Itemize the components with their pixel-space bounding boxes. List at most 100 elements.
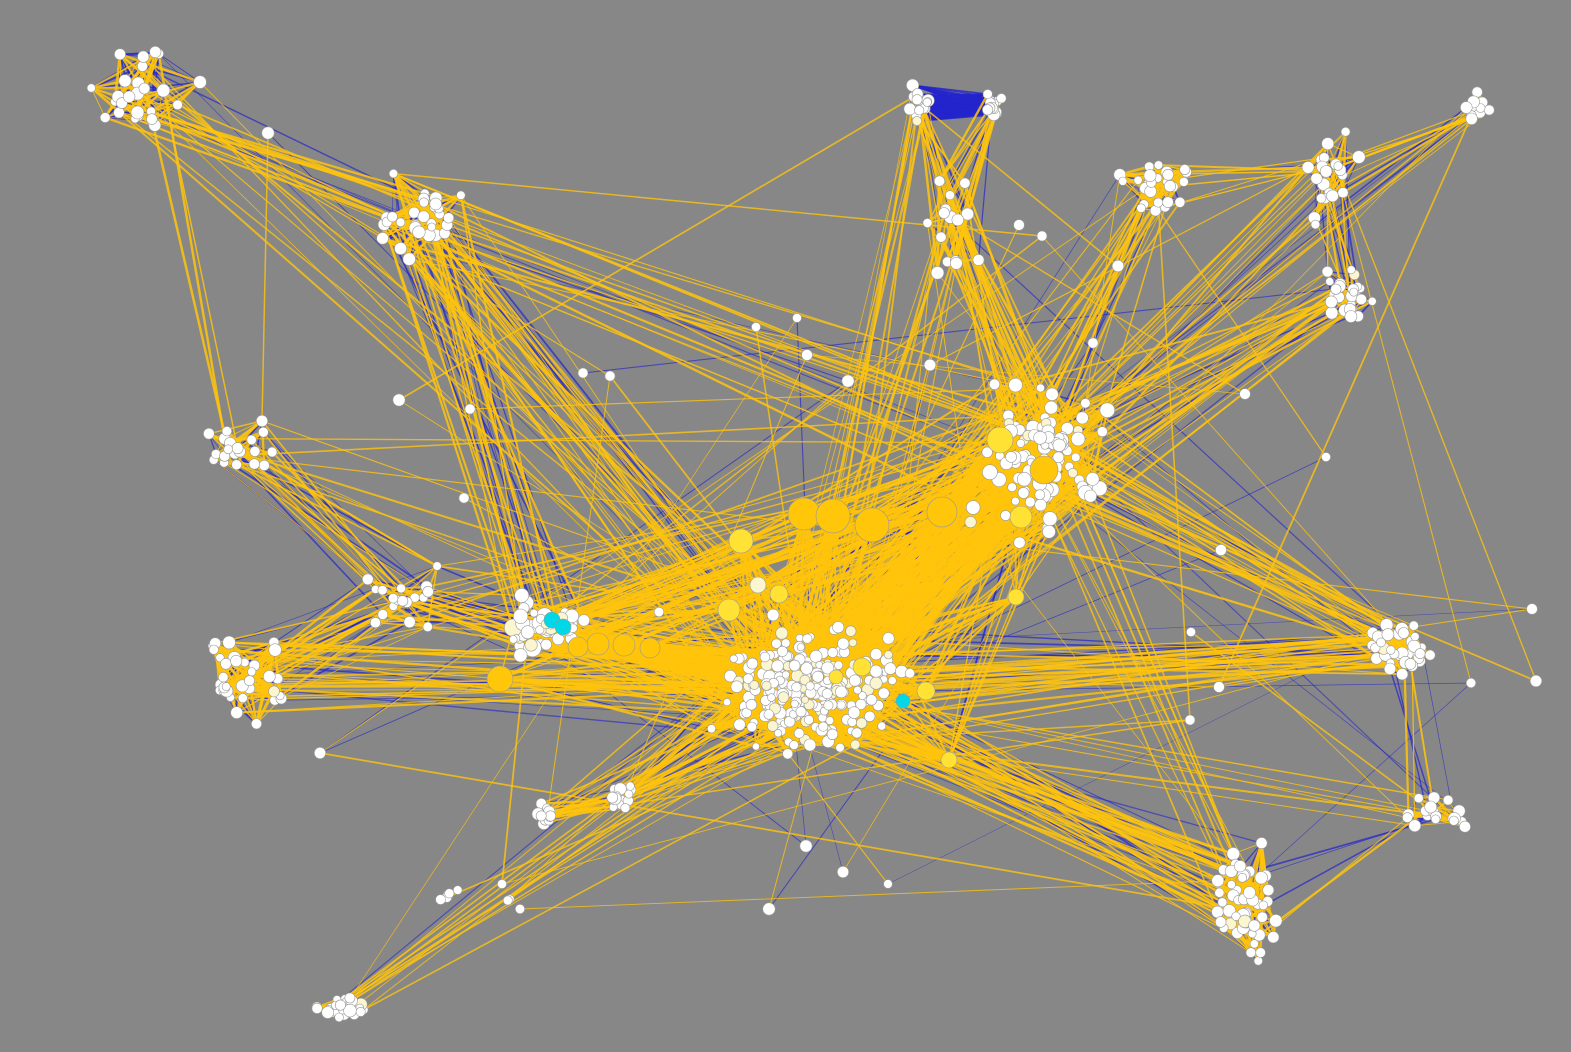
graph-node[interactable] [1052,451,1065,464]
graph-node[interactable] [1376,637,1386,648]
graph-node[interactable] [821,661,835,675]
graph-node[interactable] [1529,674,1543,688]
graph-node[interactable] [801,349,813,361]
graph-node[interactable] [402,252,416,266]
graph-node[interactable] [396,583,406,594]
graph-node[interactable] [453,885,463,895]
graph-node[interactable] [823,700,834,711]
graph-node[interactable] [502,895,513,906]
graph-node[interactable] [1269,914,1283,928]
graph-hub-node[interactable] [854,507,890,543]
graph-node[interactable] [835,685,848,699]
graph-node[interactable] [884,662,897,675]
graph-node[interactable] [266,446,278,458]
graph-node[interactable] [773,729,783,738]
graph-node[interactable] [964,516,977,529]
graph-node[interactable] [729,654,738,663]
graph-node[interactable] [903,102,916,116]
graph-node[interactable] [1258,900,1269,910]
graph-node[interactable] [1408,620,1419,631]
graph-node[interactable] [848,674,861,687]
graph-node[interactable] [513,648,528,663]
graph-node[interactable] [752,742,760,751]
graph-hub-node[interactable] [940,751,958,769]
graph-node[interactable] [1016,472,1032,487]
graph-node[interactable] [848,638,857,647]
graph-node[interactable] [422,621,433,632]
graph-node[interactable] [1367,296,1377,306]
graph-node[interactable] [149,45,162,58]
graph-node[interactable] [624,789,634,799]
graph-node[interactable] [520,625,535,640]
graph-node[interactable] [604,370,616,382]
graph-node[interactable] [1017,487,1030,499]
graph-hub-node[interactable] [1029,455,1059,485]
graph-node[interactable] [847,717,858,727]
graph-hub-node[interactable] [1007,588,1025,606]
graph-node[interactable] [1044,400,1058,415]
graph-node[interactable] [771,638,782,649]
graph-node[interactable] [268,685,280,698]
graph-hub-node[interactable] [728,528,754,554]
graph-node[interactable] [749,680,760,690]
graph-node[interactable] [1143,169,1157,182]
graph-node[interactable] [1184,714,1196,726]
cyan-node-2[interactable] [554,618,572,636]
graph-node[interactable] [961,207,974,221]
graph-node[interactable] [369,617,381,629]
graph-node[interactable] [1133,175,1143,185]
graph-node[interactable] [1352,150,1366,164]
graph-node[interactable] [397,595,409,607]
graph-node[interactable] [1033,430,1047,445]
graph-hub-node[interactable] [926,496,958,528]
graph-node[interactable] [422,585,434,598]
graph-node[interactable] [724,669,737,683]
graph-node[interactable] [835,742,845,753]
graph-node[interactable] [781,670,790,679]
graph-node[interactable] [1346,265,1356,275]
graph-node[interactable] [137,50,150,63]
graph-node[interactable] [767,693,776,702]
graph-node[interactable] [386,211,398,223]
graph-node[interactable] [922,218,933,228]
graph-node[interactable] [904,668,916,679]
graph-node[interactable] [247,667,257,677]
graph-node[interactable] [1337,187,1349,199]
graph-hub-node[interactable] [787,497,821,531]
graph-node[interactable] [1118,176,1128,186]
graph-node[interactable] [118,74,132,88]
graph-node[interactable] [1396,668,1409,681]
graph-node[interactable] [1253,956,1263,966]
graph-hub-node[interactable] [717,598,741,622]
graph-node[interactable] [388,169,399,179]
graph-node[interactable] [812,670,824,683]
graph-node[interactable] [172,99,183,111]
graph-node[interactable] [1424,649,1436,661]
graph-node[interactable] [982,104,994,116]
graph-node[interactable] [1231,911,1241,921]
graph-node[interactable] [1080,398,1091,409]
graph-node[interactable] [435,894,446,905]
graph-node[interactable] [86,83,96,93]
graph-node[interactable] [221,426,232,437]
graph-node[interactable] [793,727,805,739]
graph-node[interactable] [311,1002,323,1014]
graph-node[interactable] [877,687,890,700]
graph-node[interactable] [1162,169,1174,181]
graph-node[interactable] [1007,482,1017,493]
graph-node[interactable] [1321,452,1331,462]
graph-node[interactable] [244,675,255,687]
graph-node[interactable] [799,839,813,853]
graph-hub-node[interactable] [852,657,872,677]
graph-node[interactable] [730,680,743,693]
graph-node[interactable] [230,706,243,719]
graph-node[interactable] [1162,196,1174,208]
graph-node[interactable] [850,739,861,750]
graph-node[interactable] [443,212,455,224]
graph-node[interactable] [509,635,518,644]
graph-node[interactable] [218,671,229,683]
graph-node[interactable] [208,644,219,655]
graph-node[interactable] [231,442,244,455]
graph-node[interactable] [882,632,895,645]
graph-node[interactable] [935,231,947,243]
